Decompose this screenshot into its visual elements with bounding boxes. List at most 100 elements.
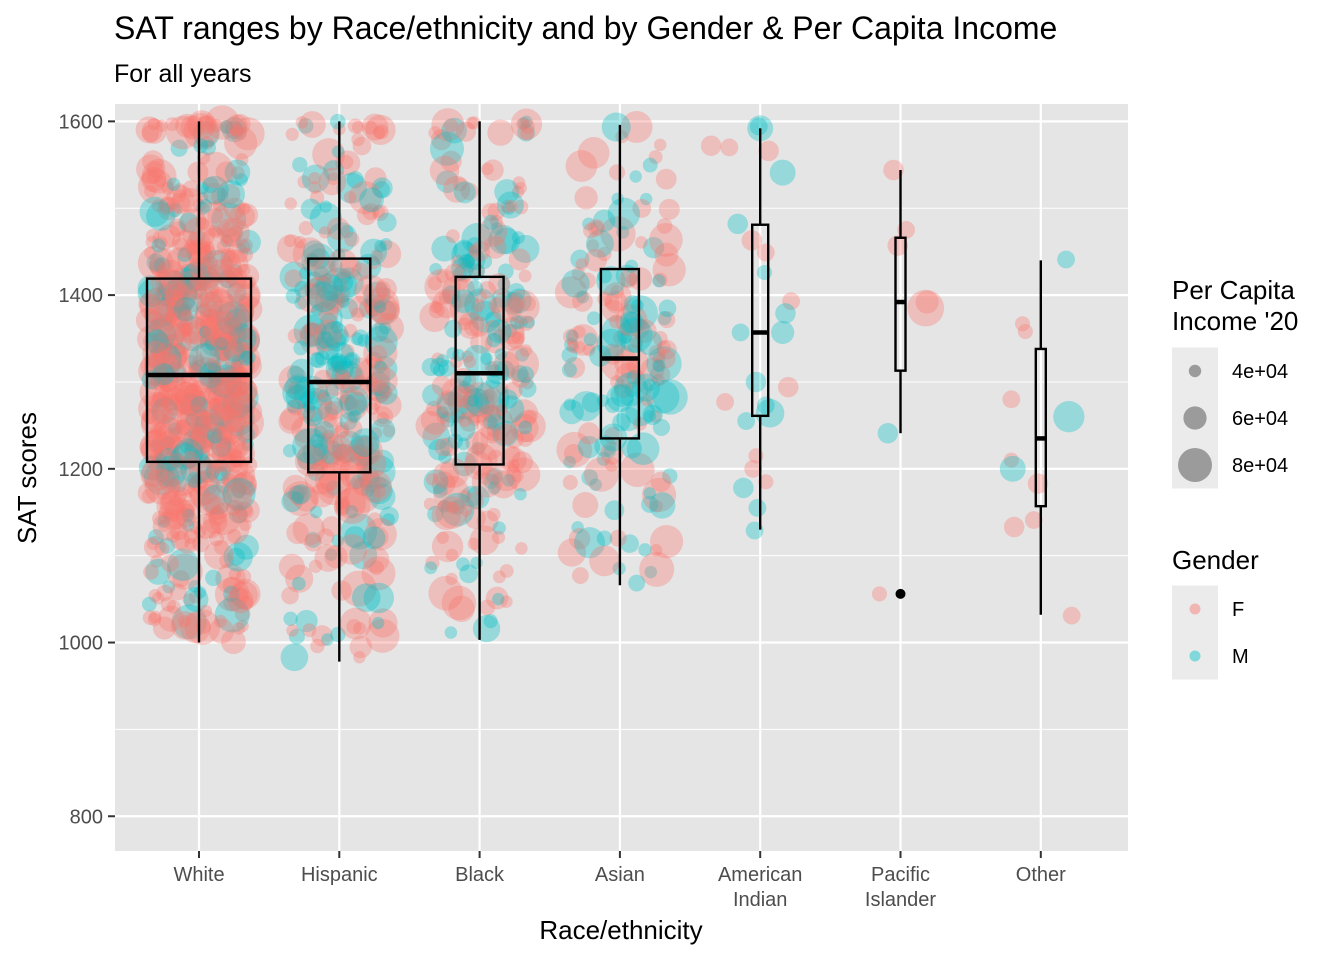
data-point-hispanic	[331, 534, 345, 548]
data-point-white	[148, 610, 162, 624]
data-point-white	[200, 434, 215, 449]
y-axis-title: SAT scores	[12, 412, 42, 544]
data-point-black	[482, 159, 504, 181]
data-point-white	[167, 332, 184, 350]
data-point-white	[199, 325, 212, 339]
data-point-white	[155, 391, 173, 408]
data-point-black	[468, 316, 490, 337]
data-point-white	[174, 419, 192, 436]
data-point-asian	[604, 397, 621, 414]
data-point-white	[218, 293, 255, 330]
data-point-white	[137, 482, 160, 504]
data-point-hispanic	[285, 288, 301, 304]
data-point-white	[151, 238, 166, 253]
data-point-white	[144, 352, 180, 388]
data-point-asian	[652, 351, 666, 365]
data-point-white	[211, 427, 232, 448]
data-point-hispanic	[370, 299, 397, 326]
data-point-white	[181, 261, 212, 292]
data-point-white	[157, 605, 185, 632]
boxplot-outlier	[895, 588, 906, 599]
data-point-black	[426, 400, 442, 417]
data-point-asian	[609, 164, 626, 181]
data-point-asian	[557, 538, 587, 567]
data-point-white	[227, 547, 246, 566]
data-point-black	[483, 473, 500, 489]
data-point-white	[212, 198, 226, 212]
legend-size-key	[1172, 441, 1218, 489]
data-point-asian	[640, 394, 654, 407]
data-point-asian	[637, 330, 663, 356]
data-point-white	[180, 309, 193, 323]
data-point-white	[180, 441, 193, 454]
plot-panel	[115, 104, 1128, 851]
data-point-white	[159, 476, 174, 491]
data-point-white	[137, 245, 174, 282]
data-point-asian	[573, 325, 586, 339]
data-point-white	[228, 440, 255, 467]
data-point-hispanic	[313, 265, 329, 281]
data-point-asian	[650, 364, 671, 385]
data-point-white	[180, 322, 194, 336]
data-point-white	[223, 585, 240, 603]
data-point-white	[192, 354, 206, 368]
data-point-white	[151, 199, 165, 213]
data-point-hispanic	[326, 331, 347, 352]
data-point-white	[146, 400, 160, 414]
data-point-black	[516, 117, 529, 131]
data-point-white	[144, 394, 162, 412]
data-point-white	[192, 436, 207, 450]
data-point-asian	[619, 322, 633, 336]
data-point-black	[492, 288, 513, 308]
data-point-black	[481, 162, 494, 176]
data-point-hispanic	[359, 470, 382, 493]
data-point-white	[219, 120, 233, 134]
data-point-black	[517, 123, 536, 142]
data-point-white	[169, 453, 185, 468]
data-point-white	[148, 529, 164, 546]
data-point-asian	[602, 299, 625, 322]
data-point-black	[425, 555, 440, 571]
data-point-white	[162, 352, 176, 365]
data-point-american_indian	[733, 477, 754, 499]
data-point-white	[204, 255, 218, 269]
data-point-white	[222, 388, 252, 419]
data-point-white	[161, 408, 174, 422]
data-point-white	[238, 292, 254, 308]
data-point-white	[145, 429, 164, 448]
data-point-hispanic	[313, 420, 335, 442]
legend-size-marker	[1178, 448, 1212, 482]
data-point-white	[205, 465, 220, 480]
data-point-black	[433, 475, 470, 513]
data-point-black	[465, 443, 498, 476]
data-point-white	[157, 197, 181, 221]
data-point-asian	[597, 246, 612, 262]
data-point-hispanic	[331, 284, 351, 304]
data-point-white	[164, 460, 200, 496]
data-point-black	[449, 293, 482, 326]
data-point-hispanic	[331, 580, 352, 601]
data-point-hispanic	[337, 389, 369, 421]
data-point-black	[483, 214, 499, 230]
data-point-hispanic	[278, 553, 305, 580]
data-point-white	[200, 492, 221, 513]
data-point-hispanic	[327, 355, 345, 373]
data-point-asian	[604, 457, 620, 472]
data-point-hispanic	[334, 443, 355, 464]
data-point-hispanic	[340, 225, 354, 239]
data-point-white	[167, 548, 200, 581]
data-point-hispanic	[339, 385, 370, 417]
data-point-black	[437, 499, 451, 513]
data-point-hispanic	[317, 439, 343, 465]
data-point-black	[511, 185, 525, 199]
data-point-white	[190, 425, 210, 444]
x-tick-label: Hispanic	[301, 864, 378, 886]
data-point-asian	[625, 273, 639, 287]
data-point-hispanic	[282, 481, 318, 517]
data-point-hispanic	[369, 560, 384, 576]
data-point-black	[506, 331, 524, 349]
data-point-hispanic	[378, 384, 393, 399]
data-point-hispanic	[296, 444, 324, 471]
data-point-white	[176, 271, 201, 295]
